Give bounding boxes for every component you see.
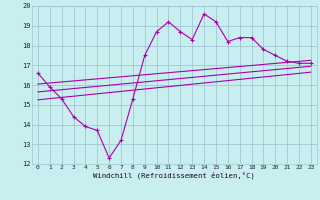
X-axis label: Windchill (Refroidissement éolien,°C): Windchill (Refroidissement éolien,°C) <box>93 172 255 179</box>
